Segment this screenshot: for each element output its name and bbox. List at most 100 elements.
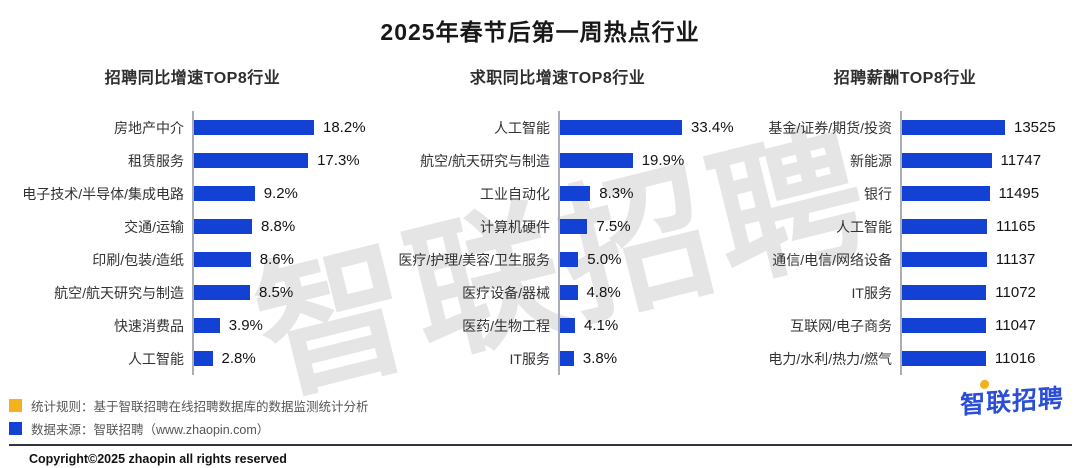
- bar: [194, 318, 220, 333]
- bar: [194, 351, 213, 366]
- category-label: 房地产中介: [114, 119, 184, 136]
- value-label: 11072: [995, 284, 1036, 301]
- value-label: 3.8%: [582, 350, 618, 367]
- bar-row: 人工智能 2.8%: [0, 342, 385, 375]
- category-label: 租赁服务: [128, 152, 184, 169]
- bar: [902, 219, 987, 234]
- bar-row: 人工智能 11165: [730, 210, 1080, 243]
- bar-row: 电子技术/半导体/集成电路 9.2%: [0, 177, 385, 210]
- bar-track: 8.3%: [558, 177, 730, 210]
- value-label: 8.6%: [259, 251, 294, 268]
- bar-track: 11747: [900, 144, 1080, 177]
- bar: [194, 186, 255, 201]
- value-label: 8.8%: [261, 218, 296, 235]
- category-label: 银行: [864, 185, 892, 202]
- value-label: 19.9%: [641, 152, 685, 169]
- value-label: 8.5%: [259, 284, 294, 301]
- bar-track: 3.9%: [192, 309, 385, 342]
- bar-track: 4.1%: [558, 309, 730, 342]
- bar: [902, 120, 1005, 135]
- chart-salary-top8: 招聘薪酬TOP8行业 基金/证券/期货/投资 13525 新能源 11747 银行 114…: [730, 64, 1080, 375]
- bar: [560, 252, 579, 267]
- blue-square-icon: [9, 422, 22, 435]
- bar-track: 11047: [900, 309, 1080, 342]
- chart-jobseeker-growth: 求职同比增速TOP8行业 人工智能 33.4% 航空/航天研究与制造 19.9% 工业自…: [385, 64, 734, 375]
- category-label: 新能源: [850, 152, 892, 169]
- panel-title: 招聘同比增速TOP8行业: [104, 70, 281, 87]
- bar: [194, 153, 309, 168]
- bar-row: 租赁服务 17.3%: [0, 144, 385, 177]
- bar-rows: 基金/证券/期货/投资 13525 新能源 11747 银行 11495 人工智能 11165…: [730, 111, 1080, 375]
- category-label: 电子技术/半导体/集成电路: [22, 185, 184, 202]
- category-label: IT服务: [509, 350, 550, 367]
- bar-rows: 人工智能 33.4% 航空/航天研究与制造 19.9% 工业自动化 8.3% 计算机硬件 7.…: [385, 111, 734, 375]
- bar-track: 18.2%: [192, 111, 385, 144]
- value-label: 2.8%: [221, 350, 256, 367]
- bar-track: 11016: [900, 342, 1080, 375]
- bar: [902, 153, 992, 168]
- bar: [902, 285, 987, 300]
- bar-track: 33.4%: [558, 111, 734, 144]
- category-label: IT服务: [851, 284, 892, 301]
- bar: [194, 120, 314, 135]
- data-source-text: 数据来源：智联招聘（www.zhaopin.com）: [31, 423, 270, 437]
- value-label: 11137: [995, 251, 1036, 268]
- bar: [560, 351, 574, 366]
- category-label: 医疗/护理/美容/卫生服务: [398, 251, 550, 268]
- value-label: 11016: [994, 350, 1036, 367]
- category-label: 航空/航天研究与制造: [54, 284, 184, 301]
- bar-track: 17.3%: [192, 144, 385, 177]
- footer-note-stat-rule: 统计规则：基于智联招聘在线招聘数据库的数据监测统计分析: [9, 396, 1080, 415]
- bar-row: 银行 11495: [730, 177, 1080, 210]
- bar-track: 11165: [900, 210, 1080, 243]
- bar-row: 房地产中介 18.2%: [0, 111, 385, 144]
- bar-track: 3.8%: [558, 342, 730, 375]
- bar: [560, 318, 575, 333]
- yellow-square-icon: [9, 399, 22, 412]
- category-label: 基金/证券/期货/投资: [768, 119, 892, 136]
- bar: [560, 219, 588, 234]
- bar-row: 计算机硬件 7.5%: [385, 210, 730, 243]
- value-label: 18.2%: [323, 119, 366, 136]
- bar-row: 航空/航天研究与制造 8.5%: [0, 276, 385, 309]
- value-label: 8.3%: [599, 185, 634, 202]
- bar-row: 医疗/护理/美容/卫生服务 5.0%: [385, 243, 730, 276]
- bar-track: 11137: [900, 243, 1080, 276]
- bar-row: 人工智能 33.4%: [385, 111, 734, 144]
- bar-row: IT服务 11072: [730, 276, 1080, 309]
- value-label: 11495: [998, 185, 1040, 202]
- bar-row: 工业自动化 8.3%: [385, 177, 730, 210]
- footer-divider: [9, 444, 1072, 446]
- bar-row: 互联网/电子商务 11047: [730, 309, 1080, 342]
- bar: [902, 186, 990, 201]
- zhaopin-logo: 智联招聘: [960, 378, 1064, 421]
- copyright-text: Copyright©2025 zhaopin all rights reserv…: [29, 452, 287, 466]
- bar-row: 电力/水利/热力/燃气 11016: [730, 342, 1080, 375]
- category-label: 交通/运输: [124, 218, 184, 235]
- bar-row: IT服务 3.8%: [385, 342, 730, 375]
- bar-track: 9.2%: [192, 177, 385, 210]
- bar: [902, 318, 987, 333]
- bar-row: 航空/航天研究与制造 19.9%: [385, 144, 730, 177]
- category-label: 通信/电信/网络设备: [772, 251, 892, 268]
- category-label: 医疗设备/器械: [462, 284, 550, 301]
- category-label: 电力/水利/热力/燃气: [768, 350, 892, 367]
- category-label: 工业自动化: [480, 185, 550, 202]
- bar-track: 11495: [900, 177, 1080, 210]
- bar-rows: 房地产中介 18.2% 租赁服务 17.3% 电子技术/半导体/集成电路 9.2% 交通/运…: [0, 111, 385, 375]
- category-label: 人工智能: [836, 218, 892, 235]
- bar-row: 快速消费品 3.9%: [0, 309, 385, 342]
- bar-row: 印刷/包装/造纸 8.6%: [0, 243, 385, 276]
- page-title: 2025年春节后第一周热点行业: [380, 19, 700, 45]
- bar: [194, 285, 250, 300]
- value-label: 5.0%: [587, 251, 622, 268]
- category-label: 印刷/包装/造纸: [92, 251, 184, 268]
- bar-row: 新能源 11747: [730, 144, 1080, 177]
- value-label: 9.2%: [263, 185, 298, 202]
- bar: [560, 186, 591, 201]
- bar-row: 通信/电信/网络设备 11137: [730, 243, 1080, 276]
- value-label: 4.8%: [586, 284, 621, 301]
- value-label: 13525: [1014, 119, 1056, 136]
- bar-track: 8.8%: [192, 210, 385, 243]
- bar-track: 19.9%: [558, 144, 730, 177]
